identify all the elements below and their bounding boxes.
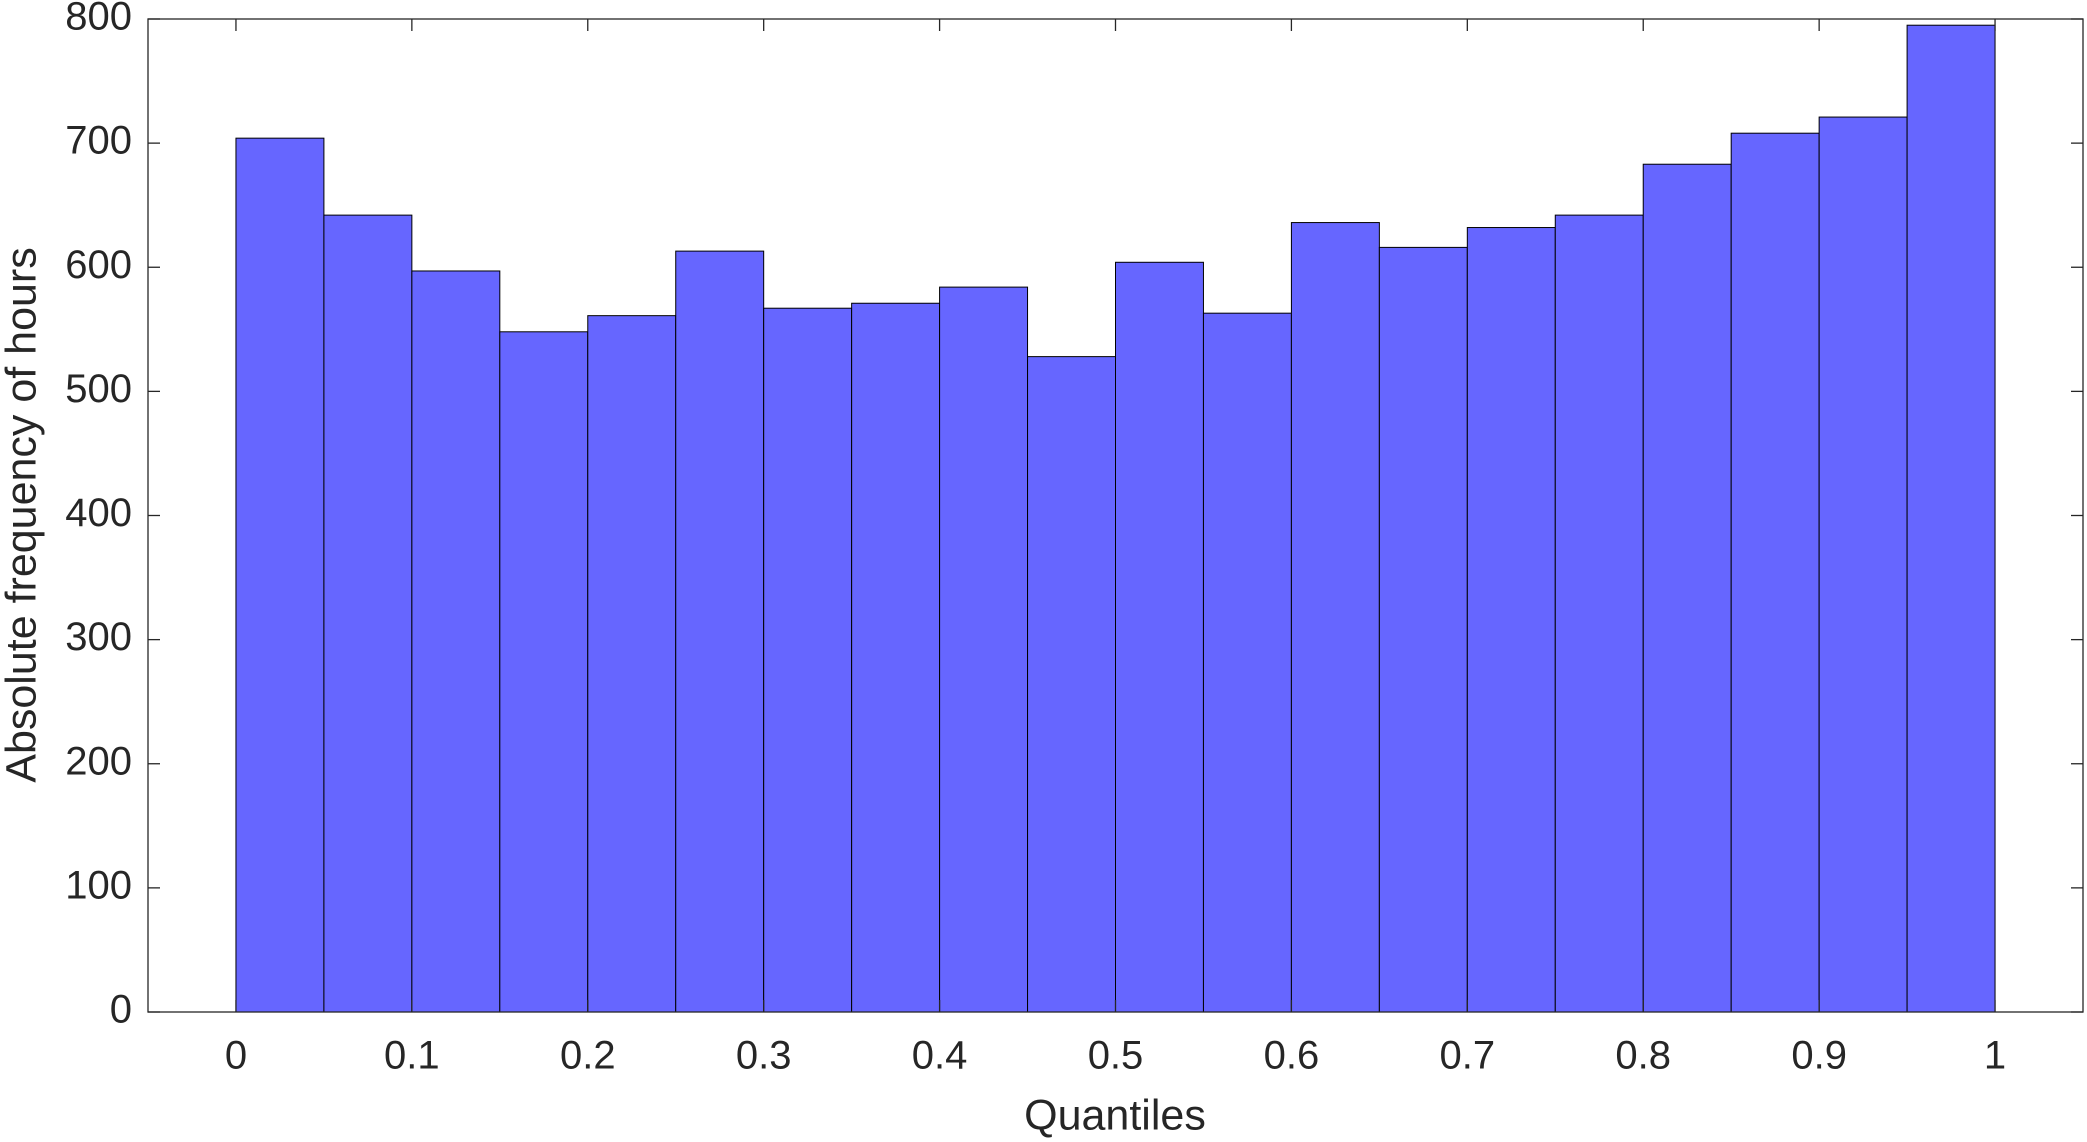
x-tick-label: 0.2 — [560, 1034, 616, 1078]
bar — [1818, 116, 1908, 1013]
x-tick-label: 1 — [1984, 1034, 2006, 1078]
bar — [235, 137, 325, 1013]
bar — [1378, 246, 1468, 1013]
x-tick-label: 0.5 — [1088, 1034, 1144, 1078]
y-tick-label: 400 — [65, 491, 132, 535]
x-tick-label: 0.3 — [736, 1034, 792, 1078]
y-tick-label: 500 — [65, 367, 132, 411]
bar — [1115, 261, 1204, 1013]
bar — [1906, 24, 1996, 1013]
bar — [411, 270, 501, 1013]
bar — [1554, 214, 1644, 1013]
bar — [1642, 163, 1732, 1013]
bar — [675, 250, 765, 1013]
bar — [1466, 227, 1556, 1013]
bar — [1730, 132, 1820, 1013]
bar — [587, 315, 677, 1013]
bar — [1290, 222, 1380, 1013]
x-axis-label: Quantiles — [1024, 1091, 1206, 1139]
y-tick-label: 300 — [65, 615, 132, 659]
x-tick-label: 0.9 — [1791, 1034, 1847, 1078]
bar — [939, 286, 1029, 1013]
x-tick-label: 0.7 — [1440, 1034, 1496, 1078]
bar — [851, 302, 941, 1013]
bar — [499, 331, 589, 1013]
y-axis-label: Absolute frequency of hours — [0, 247, 45, 782]
x-tick-label: 0 — [225, 1034, 247, 1078]
bar — [1027, 356, 1116, 1013]
bar — [1202, 312, 1292, 1013]
x-tick-label: 0.1 — [384, 1034, 440, 1078]
x-tick-label: 0.8 — [1615, 1034, 1671, 1078]
bar — [763, 307, 853, 1013]
y-tick-label: 0 — [110, 988, 132, 1032]
x-tick-label: 0.6 — [1264, 1034, 1320, 1078]
y-tick-label: 800 — [65, 0, 132, 39]
x-tick-label: 0.4 — [912, 1034, 968, 1078]
y-tick-label: 700 — [65, 119, 132, 163]
y-tick-label: 200 — [65, 739, 132, 783]
y-tick-label: 100 — [65, 863, 132, 907]
bar — [323, 214, 413, 1013]
y-tick-label: 600 — [65, 243, 132, 287]
